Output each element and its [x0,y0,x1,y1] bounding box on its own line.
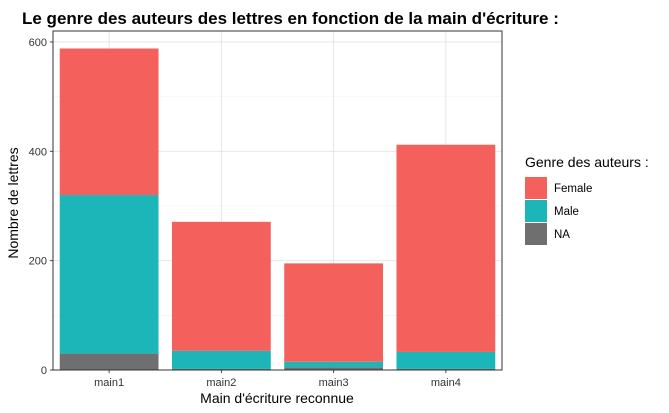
bar-main2-male [171,350,271,369]
bar-main2-female [171,221,271,351]
chart-title: Le genre des auteurs des lettres en fonc… [22,9,559,28]
legend-title: Genre des auteurs : [525,154,649,170]
bar-main1-na [59,353,159,370]
bar-main4-na [396,368,496,370]
bar-main2-na [171,368,271,370]
y-tick-label: 600 [29,37,47,49]
x-tick-label: main4 [431,377,461,389]
x-tick-label: main1 [94,377,124,389]
x-axis: main1 main2 main3 main4 [94,370,461,389]
y-axis: 0 200 400 600 [29,37,53,377]
panel-border [52,30,503,371]
x-axis-title: Main d'écriture reconnue [200,390,354,406]
legend-label-na: NA [554,229,570,241]
y-axis-title: Nombre de lettres [5,147,21,258]
legend-key-male [525,200,547,222]
legend: Genre des auteurs : Female Male NA [525,154,649,245]
x-tick-label: main3 [319,377,349,389]
bar-main1-male [59,195,159,354]
legend-key-female [525,177,547,199]
y-tick-label: 0 [41,365,47,377]
bar-main3-female [284,263,384,362]
plot-panel [52,30,503,371]
bar-main4-female [396,144,496,352]
bar-main3-na [284,367,384,370]
legend-label-female: Female [554,183,592,195]
legend-key-na [525,223,547,245]
bar-main1-female [59,48,159,196]
bar-main4-male [396,351,496,369]
bar-main3-male [284,361,384,368]
legend-label-male: Male [554,206,579,218]
y-tick-label: 400 [29,146,47,158]
x-tick-label: main2 [206,377,236,389]
y-tick-label: 200 [29,256,47,268]
